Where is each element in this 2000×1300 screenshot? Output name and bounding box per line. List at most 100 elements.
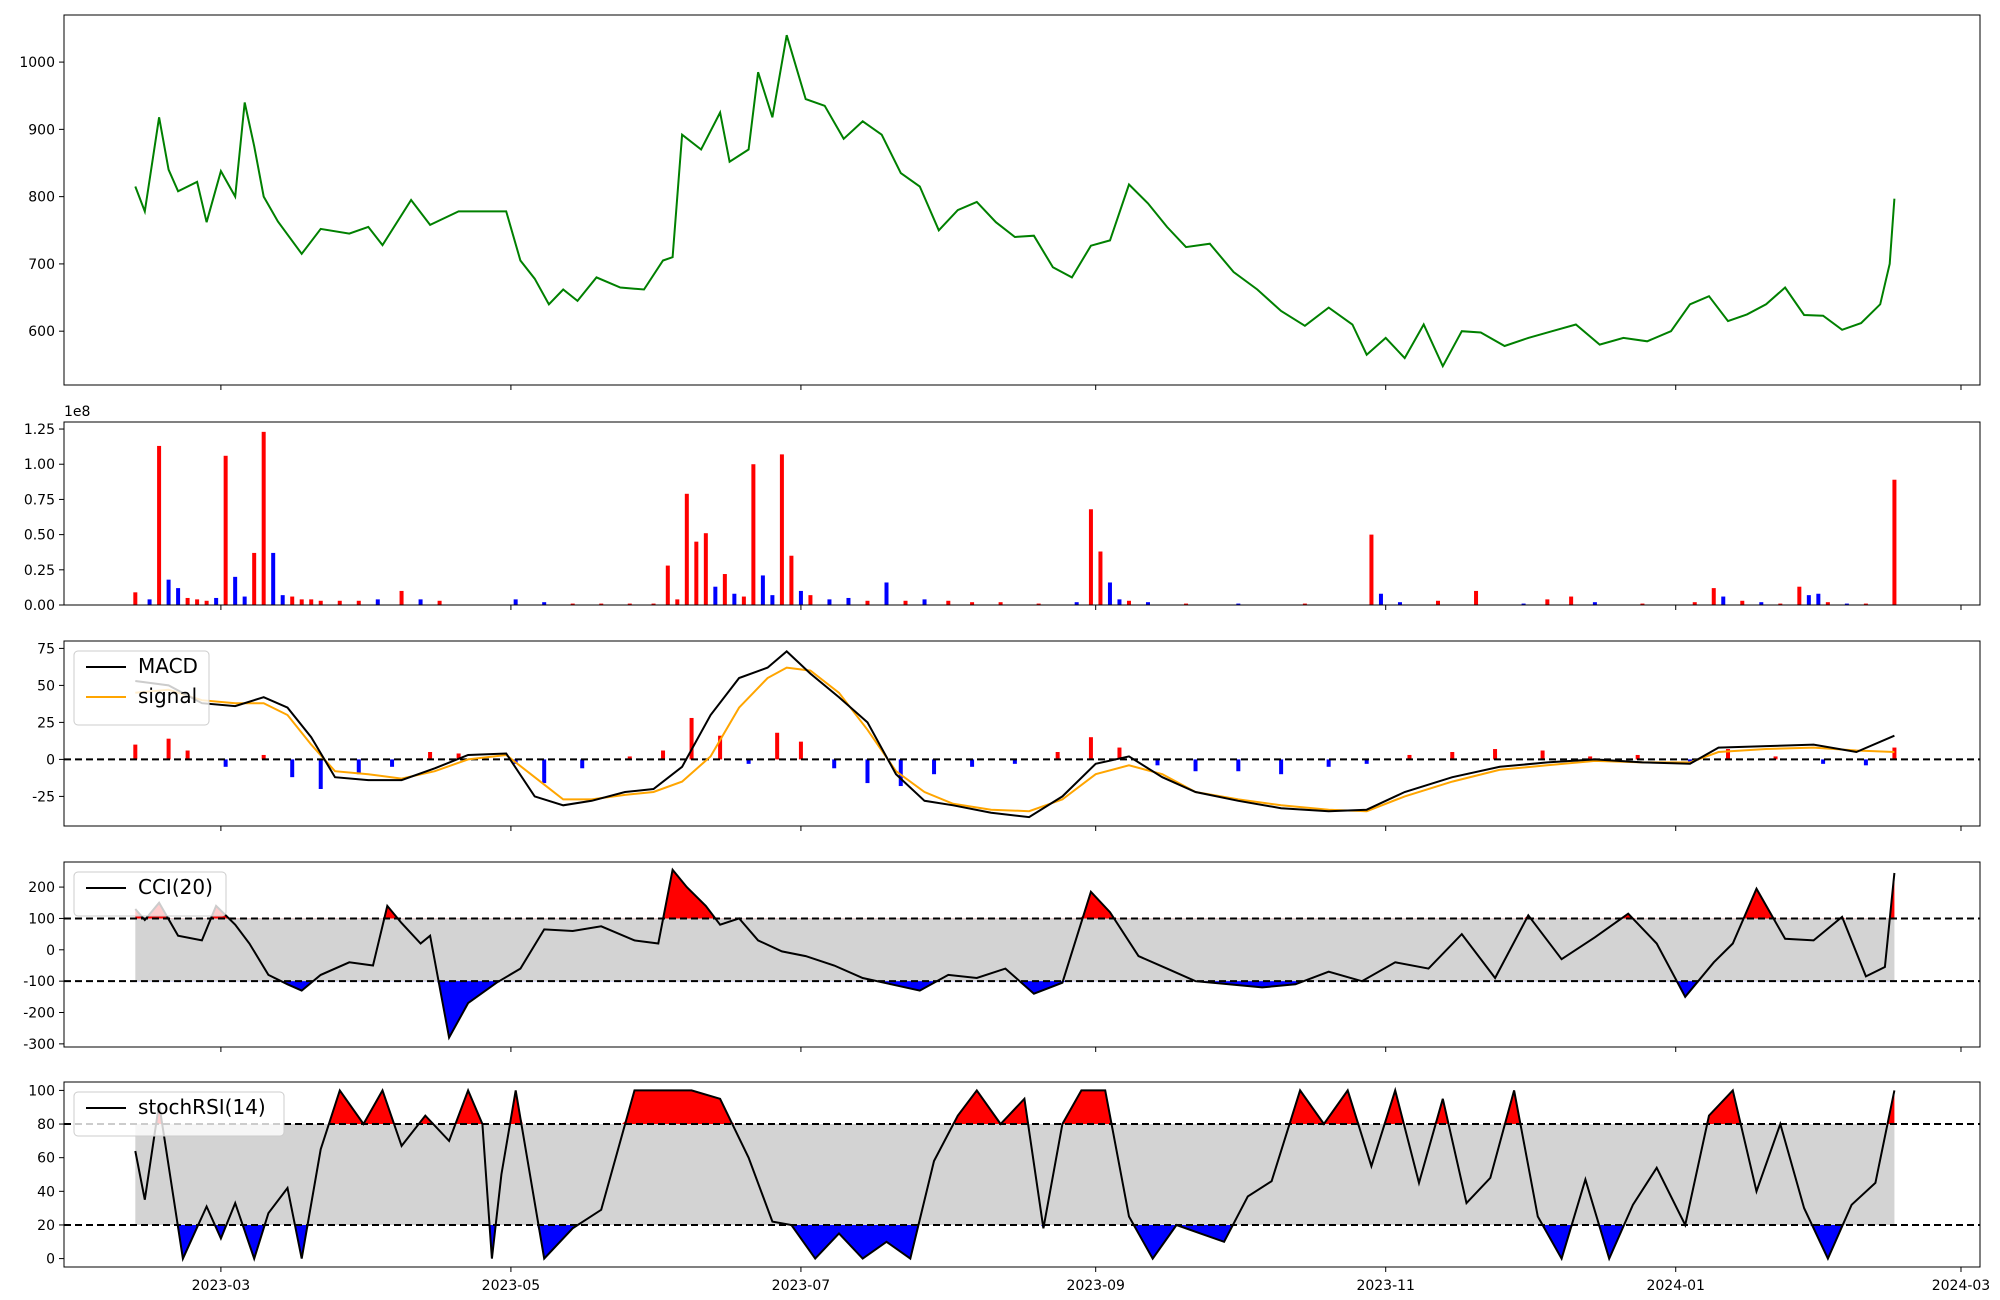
macd-histogram-bar (1326, 759, 1331, 767)
volume-bar (770, 595, 775, 605)
volume-bar (337, 600, 342, 605)
x-tick-label: 2023-11 (1356, 1278, 1415, 1294)
volume-bar (223, 455, 228, 605)
macd-histogram-bar (798, 741, 803, 760)
volume-bar (1236, 603, 1241, 605)
volume-bar (1184, 603, 1189, 605)
y-tick-label: -200 (23, 1006, 55, 1022)
macd-histogram-bar (1407, 754, 1412, 760)
macd-histogram-bar (689, 717, 694, 760)
macd-histogram-bar (456, 753, 461, 760)
volume-bar (1098, 551, 1103, 605)
volume-bar (309, 599, 314, 605)
macd-histogram-bar (185, 750, 190, 760)
legend-box (73, 1091, 285, 1137)
volume-bar (1825, 602, 1830, 605)
volume-bar (318, 600, 323, 605)
macd-histogram-bar (1450, 752, 1455, 760)
volume-bar (665, 565, 670, 605)
volume-bar (846, 597, 851, 605)
cci-panel: -300 -200 -100 0 100 200 CCI(20) (23, 867, 1980, 1053)
volume-bar (375, 599, 380, 605)
macd-histogram-bar (627, 756, 632, 760)
volume-frame (63, 421, 1981, 606)
volume-bar (1397, 602, 1402, 605)
volume-bar (1892, 479, 1897, 605)
macd-histogram-bar (1588, 756, 1593, 760)
volume-bar (1816, 593, 1821, 605)
volume-bar (176, 588, 181, 605)
volume-bar (290, 596, 295, 605)
macd-histogram-bar (718, 735, 723, 760)
y-tick-label: 0.50 (24, 528, 55, 544)
volume-bar (252, 552, 257, 605)
signal-line (135, 666, 1895, 813)
x-tick-label: 2023-09 (1066, 1278, 1125, 1294)
macd-histogram-bar (1155, 759, 1160, 766)
macd-histogram-bar (428, 752, 433, 760)
macd-histogram-bar (1493, 749, 1498, 760)
y-tick-label: 75 (37, 641, 55, 657)
volume-bar (722, 574, 727, 605)
volume-bar (299, 599, 304, 605)
y-tick-label: 80 (37, 1117, 55, 1133)
legend-label: signal (138, 684, 197, 708)
volume-bar (1778, 603, 1783, 605)
macd-histogram-bar (223, 759, 228, 767)
volume-bar (1302, 603, 1307, 605)
volume-bar (741, 596, 746, 605)
volume-bar (1378, 593, 1383, 605)
macd-histogram-bar (1540, 750, 1545, 760)
macd-panel: -25 0 25 50 75 MACD signal (32, 641, 1980, 831)
x-tick-label: 2024-03 (1932, 1278, 1991, 1294)
volume-bar (760, 575, 765, 605)
macd-histogram-bar (1863, 759, 1868, 766)
macd-histogram-bar (970, 759, 975, 767)
macd-histogram-bar (542, 759, 547, 784)
cci-frame (63, 861, 1981, 1048)
volume-bar (356, 600, 361, 605)
macd-histogram-bar (1055, 752, 1060, 760)
volume-bar (542, 602, 547, 605)
volume-panel: 0.00 0.25 0.50 0.75 1.00 1.25 1e8 (24, 404, 1962, 614)
macd-histogram-bar (1117, 747, 1122, 760)
volume-bar (1711, 588, 1716, 605)
volume-bar (1107, 582, 1112, 605)
y-tick-label: 1.00 (24, 457, 55, 473)
volume-bar (651, 603, 656, 605)
macd-histogram-bar (318, 759, 323, 789)
macd-histogram-bar (356, 759, 361, 775)
volume-bar (1088, 509, 1093, 605)
macd-line (135, 650, 1895, 819)
volume-bar (703, 533, 708, 605)
price-line (134, 34, 1896, 369)
volume-bar (1759, 602, 1764, 605)
y-tick-label: -300 (23, 1037, 55, 1053)
volume-bar (865, 600, 870, 605)
volume-bar (157, 445, 162, 605)
legend-label: stochRSI(14) (138, 1095, 266, 1119)
macd-histogram-bar (898, 759, 903, 787)
macd-histogram-bar (865, 759, 870, 784)
macd-histogram-bar (580, 759, 585, 769)
macd-histogram-bar (1821, 759, 1826, 764)
volume-multiplier: 1e8 (64, 404, 90, 420)
macd-histogram-bar (1635, 754, 1640, 760)
y-tick-label: 0 (46, 943, 55, 959)
macd-histogram-bar (661, 750, 666, 760)
volume-bar (779, 454, 784, 605)
volume-bar (1806, 595, 1811, 605)
volume-bar (195, 599, 200, 605)
volume-bar (732, 593, 737, 605)
volume-bar (1640, 603, 1645, 605)
macd-histogram-bar (1726, 749, 1731, 760)
volume-bar (1126, 600, 1131, 605)
legend-label: MACD (138, 654, 198, 678)
stochrsi-panel: 0 20 40 60 80 100 2023-03 2023-05 2023-07 2023-09… (28, 1083, 1990, 1294)
volume-bar (903, 600, 908, 605)
y-tick-label: 0 (46, 752, 55, 768)
volume-bar (133, 592, 138, 605)
stochrsi-frame (63, 1081, 1981, 1268)
volume-bar (694, 541, 699, 605)
